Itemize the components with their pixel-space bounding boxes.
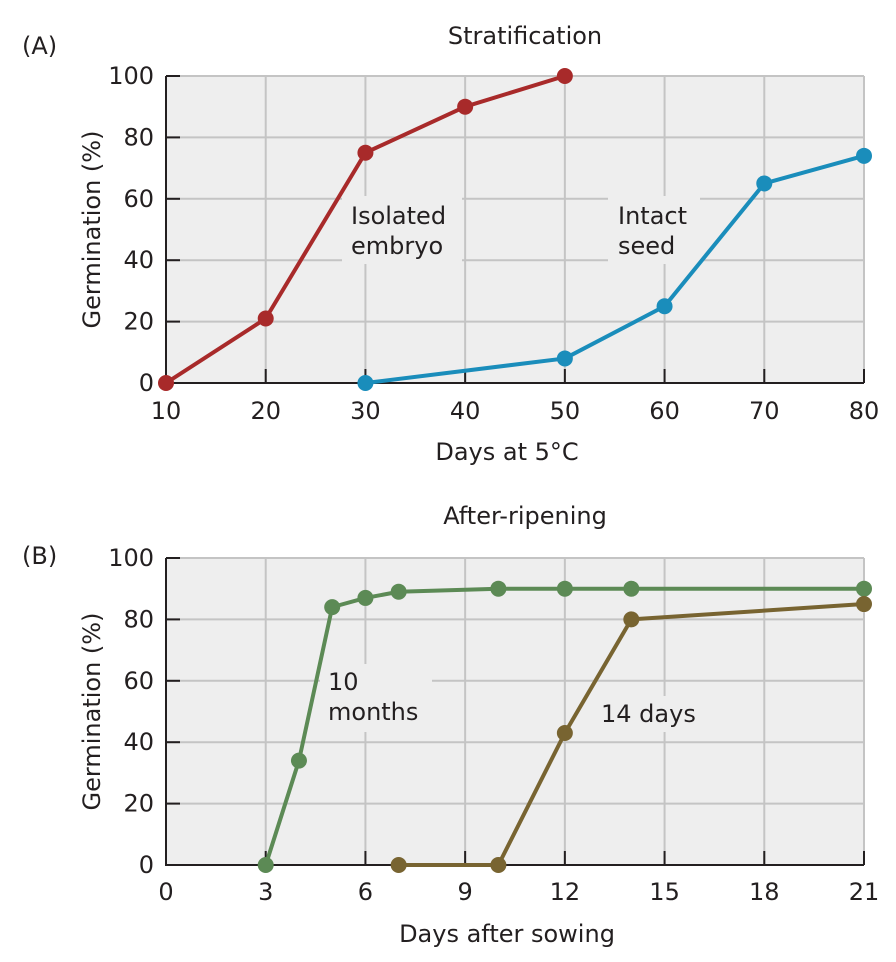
series-intact-seed [357, 147, 872, 391]
panel-label: (A) [22, 32, 57, 60]
x-tick-label: 3 [258, 878, 273, 906]
data-point [556, 68, 573, 84]
x-tick-label: 70 [749, 397, 780, 425]
axes: 0 20 40 60 80 100 10 20 30 40 50 60 70 80 [108, 62, 879, 425]
panel-b: 0 20 40 60 80 100 0 3 6 9 12 15 18 21 10 months 14 days… [22, 502, 879, 948]
data-point [390, 857, 407, 873]
y-tick-label: 100 [108, 62, 154, 90]
y-tick-label: 60 [123, 667, 154, 695]
gridlines [166, 557, 865, 865]
data-point [623, 580, 640, 597]
data-point [556, 580, 573, 597]
y-tick-label: 40 [123, 728, 154, 756]
data-point [856, 596, 872, 613]
data-point [556, 724, 573, 741]
x-tick-label: 40 [450, 397, 481, 425]
series-annotation: Intact seed [618, 202, 687, 260]
annotations: 10 months 14 days [328, 668, 696, 728]
data-point [490, 580, 507, 597]
y-axis-title: Germination (%) [78, 613, 106, 811]
data-point [656, 298, 673, 315]
x-tick-label: 30 [350, 397, 381, 425]
x-tick-label: 15 [649, 878, 680, 906]
data-point [290, 752, 307, 769]
annotation-background [342, 196, 462, 264]
data-point [856, 580, 872, 597]
data-point [357, 144, 374, 161]
data-point [357, 375, 374, 391]
panel-a: 0 20 40 60 80 100 10 20 30 40 50 60 70 80 Isolated emb… [22, 22, 879, 466]
x-tick-label: 6 [358, 878, 373, 906]
x-tick-label: 50 [550, 397, 581, 425]
data-point [756, 175, 773, 192]
series-10-months [257, 580, 872, 873]
annotations: Isolated embryo Intact seed [351, 202, 687, 260]
data-point [556, 350, 573, 367]
y-tick-label: 100 [108, 544, 154, 572]
x-axis-title: Days at 5°C [435, 438, 578, 466]
data-point [257, 857, 274, 873]
y-tick-label: 80 [123, 605, 154, 633]
x-tick-label: 9 [458, 878, 473, 906]
chart-title: Stratification [448, 22, 602, 50]
annotation-background [608, 196, 700, 264]
annotation-background [592, 696, 704, 732]
y-tick-label: 0 [139, 851, 154, 879]
annotation-backgrounds [342, 196, 700, 264]
data-point [390, 583, 407, 600]
x-tick-label: 10 [151, 397, 182, 425]
data-point [457, 98, 474, 115]
x-tick-label: 0 [158, 878, 173, 906]
series-group [257, 580, 872, 873]
series-14-days [390, 596, 872, 873]
data-point [158, 375, 174, 391]
data-point [324, 599, 341, 616]
x-tick-label: 60 [649, 397, 680, 425]
x-tick-label: 20 [250, 397, 281, 425]
plot-background [166, 76, 864, 383]
x-tick-label: 12 [550, 878, 581, 906]
series-annotation: 10 months [328, 668, 418, 726]
series-isolated-embryo [158, 68, 573, 391]
x-tick-label: 80 [849, 397, 880, 425]
panel-label: (B) [22, 542, 57, 570]
y-tick-label: 40 [123, 246, 154, 274]
y-tick-label: 20 [123, 308, 154, 336]
plot-background [166, 558, 864, 865]
series-annotation: Isolated embryo [351, 202, 446, 260]
y-tick-label: 60 [123, 185, 154, 213]
y-axis-title: Germination (%) [78, 131, 106, 329]
axes: 0 20 40 60 80 100 0 3 6 9 12 15 18 21 [108, 544, 879, 906]
y-tick-label: 80 [123, 123, 154, 151]
data-point [856, 147, 872, 164]
data-point [623, 611, 640, 628]
x-tick-label: 21 [849, 878, 880, 906]
annotation-backgrounds [320, 664, 704, 732]
annotation-background [320, 664, 432, 732]
chart-title: After-ripening [443, 502, 607, 530]
data-point [490, 857, 507, 873]
series-group [158, 68, 872, 391]
data-point [257, 310, 274, 327]
x-axis-title: Days after sowing [399, 920, 615, 948]
y-tick-label: 20 [123, 790, 154, 818]
data-point [357, 589, 374, 606]
series-annotation: 14 days [601, 700, 696, 728]
x-tick-label: 18 [749, 878, 780, 906]
y-tick-label: 0 [139, 369, 154, 397]
